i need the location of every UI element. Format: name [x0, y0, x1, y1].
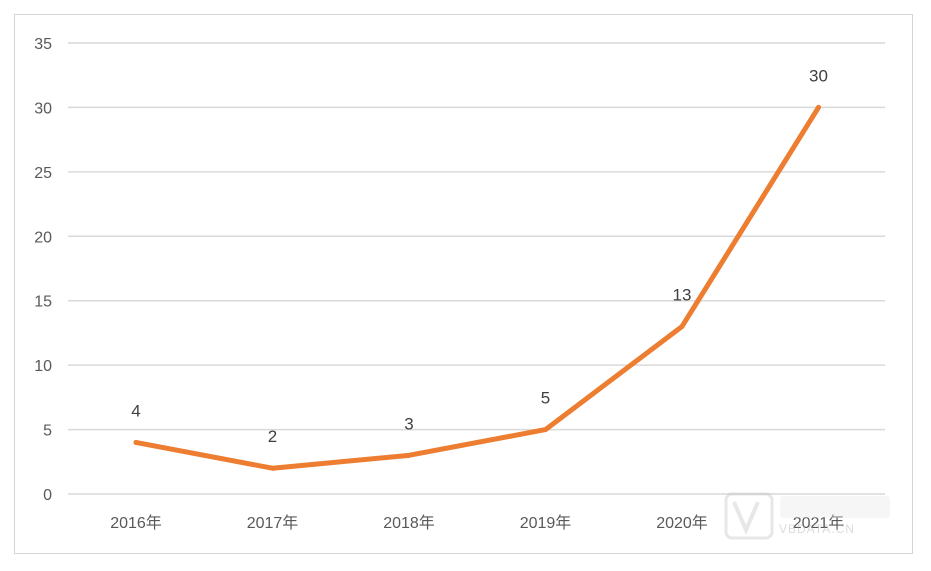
chart-frame — [14, 14, 913, 554]
series-line — [133, 104, 821, 471]
vbdata-watermark: VBDATA.CN — [724, 488, 914, 548]
watermark-text: VBDATA.CN — [779, 522, 855, 536]
vbdata-logo-icon — [724, 492, 890, 540]
data-point — [133, 439, 139, 445]
y-tick-label: 25 — [34, 165, 52, 182]
y-tick-label: 30 — [34, 100, 52, 117]
y-tick-label: 15 — [34, 294, 52, 311]
y-axis-ticks: 0 5 10 15 20 25 30 35 — [34, 36, 52, 504]
data-label: 30 — [809, 66, 828, 85]
data-label: 5 — [541, 389, 550, 408]
y-tick-label: 35 — [34, 36, 52, 53]
gridlines — [68, 42, 885, 495]
x-axis-ticks: 2016年 2017年 2018年 2019年 2020年 2021年 — [110, 514, 844, 532]
y-tick-label: 10 — [34, 358, 52, 375]
x-tick-label: 2018年 — [383, 514, 435, 532]
y-tick-label: 20 — [34, 229, 52, 246]
data-label: 4 — [131, 401, 140, 420]
data-points — [133, 104, 821, 471]
data-point — [543, 427, 548, 433]
y-tick-label: 0 — [43, 487, 52, 504]
y-tick-label: 5 — [43, 423, 52, 440]
data-point — [816, 104, 821, 110]
data-point — [406, 452, 412, 458]
data-label: 13 — [673, 285, 692, 304]
x-tick-label: 2016年 — [110, 514, 162, 532]
x-tick-label: 2017年 — [247, 514, 299, 532]
x-tick-label: 2020年 — [656, 514, 708, 532]
data-labels: 4 2 3 5 13 30 — [131, 66, 828, 446]
x-tick-label: 2021年 — [793, 514, 845, 532]
x-tick-label: 2019年 — [520, 514, 572, 532]
data-label: 2 — [268, 427, 277, 446]
data-point — [679, 323, 685, 329]
data-label: 3 — [404, 414, 413, 433]
data-point — [270, 465, 275, 471]
